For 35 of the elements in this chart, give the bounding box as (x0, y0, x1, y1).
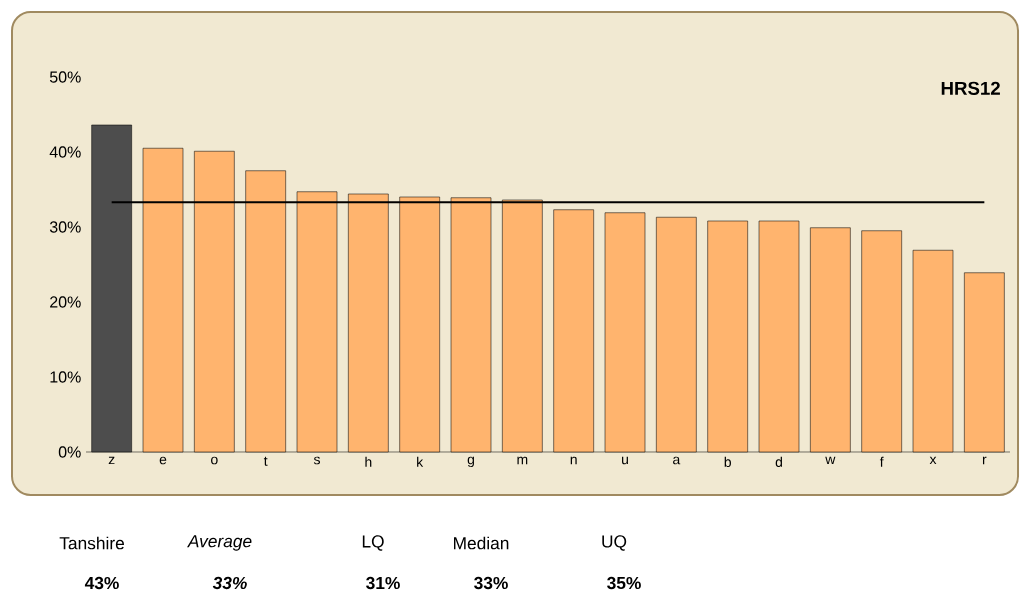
x-tick-label: g (467, 456, 474, 468)
chart-title: HRS12 (941, 81, 1000, 95)
x-tick-label: a (673, 456, 681, 465)
text: 33% (212, 576, 247, 590)
text: Tanshire (59, 536, 124, 550)
text: UQ (602, 535, 627, 551)
x-tick-label: x (929, 456, 937, 465)
x-tick-label: o (211, 456, 218, 465)
x-tick-label: k (417, 456, 424, 467)
text: 43% (84, 576, 119, 590)
x-tick-label: z (108, 456, 115, 465)
x-tick-label: u (622, 456, 628, 465)
y-tick-label: 30% (49, 221, 81, 233)
x-tick-label: d (775, 456, 782, 467)
x-tick-label: f (879, 456, 884, 467)
x-tick-label: m (517, 456, 528, 465)
x-tick-label: t (263, 456, 268, 466)
x-tick-label: w (825, 456, 836, 465)
x-tick-label: s (313, 456, 320, 465)
y-tick-label: 0% (58, 446, 81, 458)
y-tick-label: 40% (49, 146, 81, 158)
x-tick-label: b (724, 456, 731, 467)
y-tick-label: 50% (49, 71, 81, 83)
x-tick-label: r (982, 456, 987, 465)
text: 35% (607, 576, 641, 590)
y-tick-label: 20% (50, 296, 81, 308)
text: 31% (366, 576, 400, 590)
text: Median (454, 536, 509, 550)
y-tick-label: 10% (50, 371, 81, 383)
x-tick-label: n (570, 456, 577, 465)
x-tick-label: e (159, 456, 167, 465)
text: 33% (474, 576, 508, 590)
x-tick-label: h (365, 456, 372, 467)
text: LQ (362, 535, 384, 551)
text: Average (187, 535, 252, 551)
